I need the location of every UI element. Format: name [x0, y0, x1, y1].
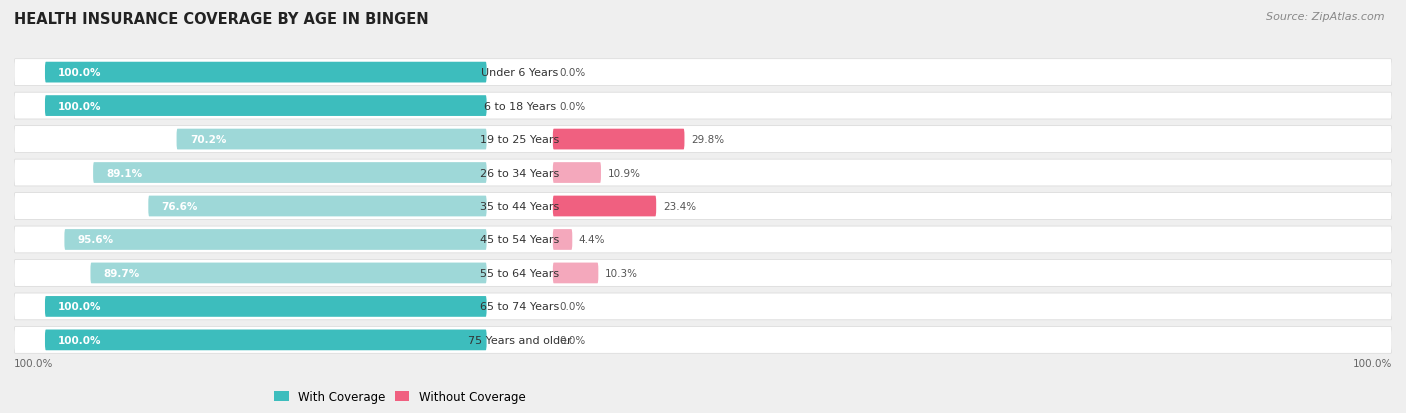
Text: HEALTH INSURANCE COVERAGE BY AGE IN BINGEN: HEALTH INSURANCE COVERAGE BY AGE IN BING…	[14, 12, 429, 27]
Text: 95.6%: 95.6%	[77, 235, 114, 245]
Text: 75 Years and older: 75 Years and older	[468, 335, 571, 345]
Text: 4.4%: 4.4%	[579, 235, 606, 245]
FancyBboxPatch shape	[93, 163, 486, 183]
Text: 6 to 18 Years: 6 to 18 Years	[484, 101, 555, 112]
FancyBboxPatch shape	[45, 96, 486, 117]
Text: 35 to 44 Years: 35 to 44 Years	[479, 202, 560, 211]
FancyBboxPatch shape	[14, 160, 1392, 186]
Text: 0.0%: 0.0%	[560, 335, 586, 345]
FancyBboxPatch shape	[45, 296, 486, 317]
FancyBboxPatch shape	[553, 163, 600, 183]
Text: Under 6 Years: Under 6 Years	[481, 68, 558, 78]
Text: 100.0%: 100.0%	[1353, 358, 1392, 368]
Text: 45 to 54 Years: 45 to 54 Years	[479, 235, 560, 245]
FancyBboxPatch shape	[45, 330, 486, 350]
FancyBboxPatch shape	[14, 260, 1392, 287]
FancyBboxPatch shape	[14, 327, 1392, 354]
Text: 65 to 74 Years: 65 to 74 Years	[479, 301, 560, 312]
Text: 19 to 25 Years: 19 to 25 Years	[479, 135, 560, 145]
Text: 76.6%: 76.6%	[162, 202, 198, 211]
Text: 10.3%: 10.3%	[605, 268, 638, 278]
FancyBboxPatch shape	[90, 263, 486, 284]
FancyBboxPatch shape	[14, 293, 1392, 320]
Text: 0.0%: 0.0%	[560, 101, 586, 112]
FancyBboxPatch shape	[553, 230, 572, 250]
FancyBboxPatch shape	[45, 63, 486, 83]
FancyBboxPatch shape	[14, 93, 1392, 120]
FancyBboxPatch shape	[553, 196, 657, 217]
FancyBboxPatch shape	[177, 129, 486, 150]
Text: 100.0%: 100.0%	[58, 68, 101, 78]
FancyBboxPatch shape	[148, 196, 486, 217]
FancyBboxPatch shape	[14, 126, 1392, 153]
Text: 26 to 34 Years: 26 to 34 Years	[479, 168, 560, 178]
Text: 100.0%: 100.0%	[58, 335, 101, 345]
FancyBboxPatch shape	[553, 129, 685, 150]
Text: 0.0%: 0.0%	[560, 68, 586, 78]
Text: 23.4%: 23.4%	[662, 202, 696, 211]
FancyBboxPatch shape	[65, 230, 486, 250]
FancyBboxPatch shape	[553, 263, 599, 284]
Text: 0.0%: 0.0%	[560, 301, 586, 312]
Text: 89.7%: 89.7%	[104, 268, 141, 278]
Text: 100.0%: 100.0%	[58, 301, 101, 312]
Text: 70.2%: 70.2%	[190, 135, 226, 145]
Text: 55 to 64 Years: 55 to 64 Years	[481, 268, 560, 278]
Text: Source: ZipAtlas.com: Source: ZipAtlas.com	[1267, 12, 1385, 22]
Text: 89.1%: 89.1%	[107, 168, 142, 178]
Text: 29.8%: 29.8%	[692, 135, 724, 145]
Text: 100.0%: 100.0%	[58, 101, 101, 112]
Text: 10.9%: 10.9%	[607, 168, 641, 178]
Text: 100.0%: 100.0%	[14, 358, 53, 368]
FancyBboxPatch shape	[14, 227, 1392, 253]
FancyBboxPatch shape	[14, 59, 1392, 86]
FancyBboxPatch shape	[14, 193, 1392, 220]
Legend: With Coverage, Without Coverage: With Coverage, Without Coverage	[270, 385, 530, 408]
